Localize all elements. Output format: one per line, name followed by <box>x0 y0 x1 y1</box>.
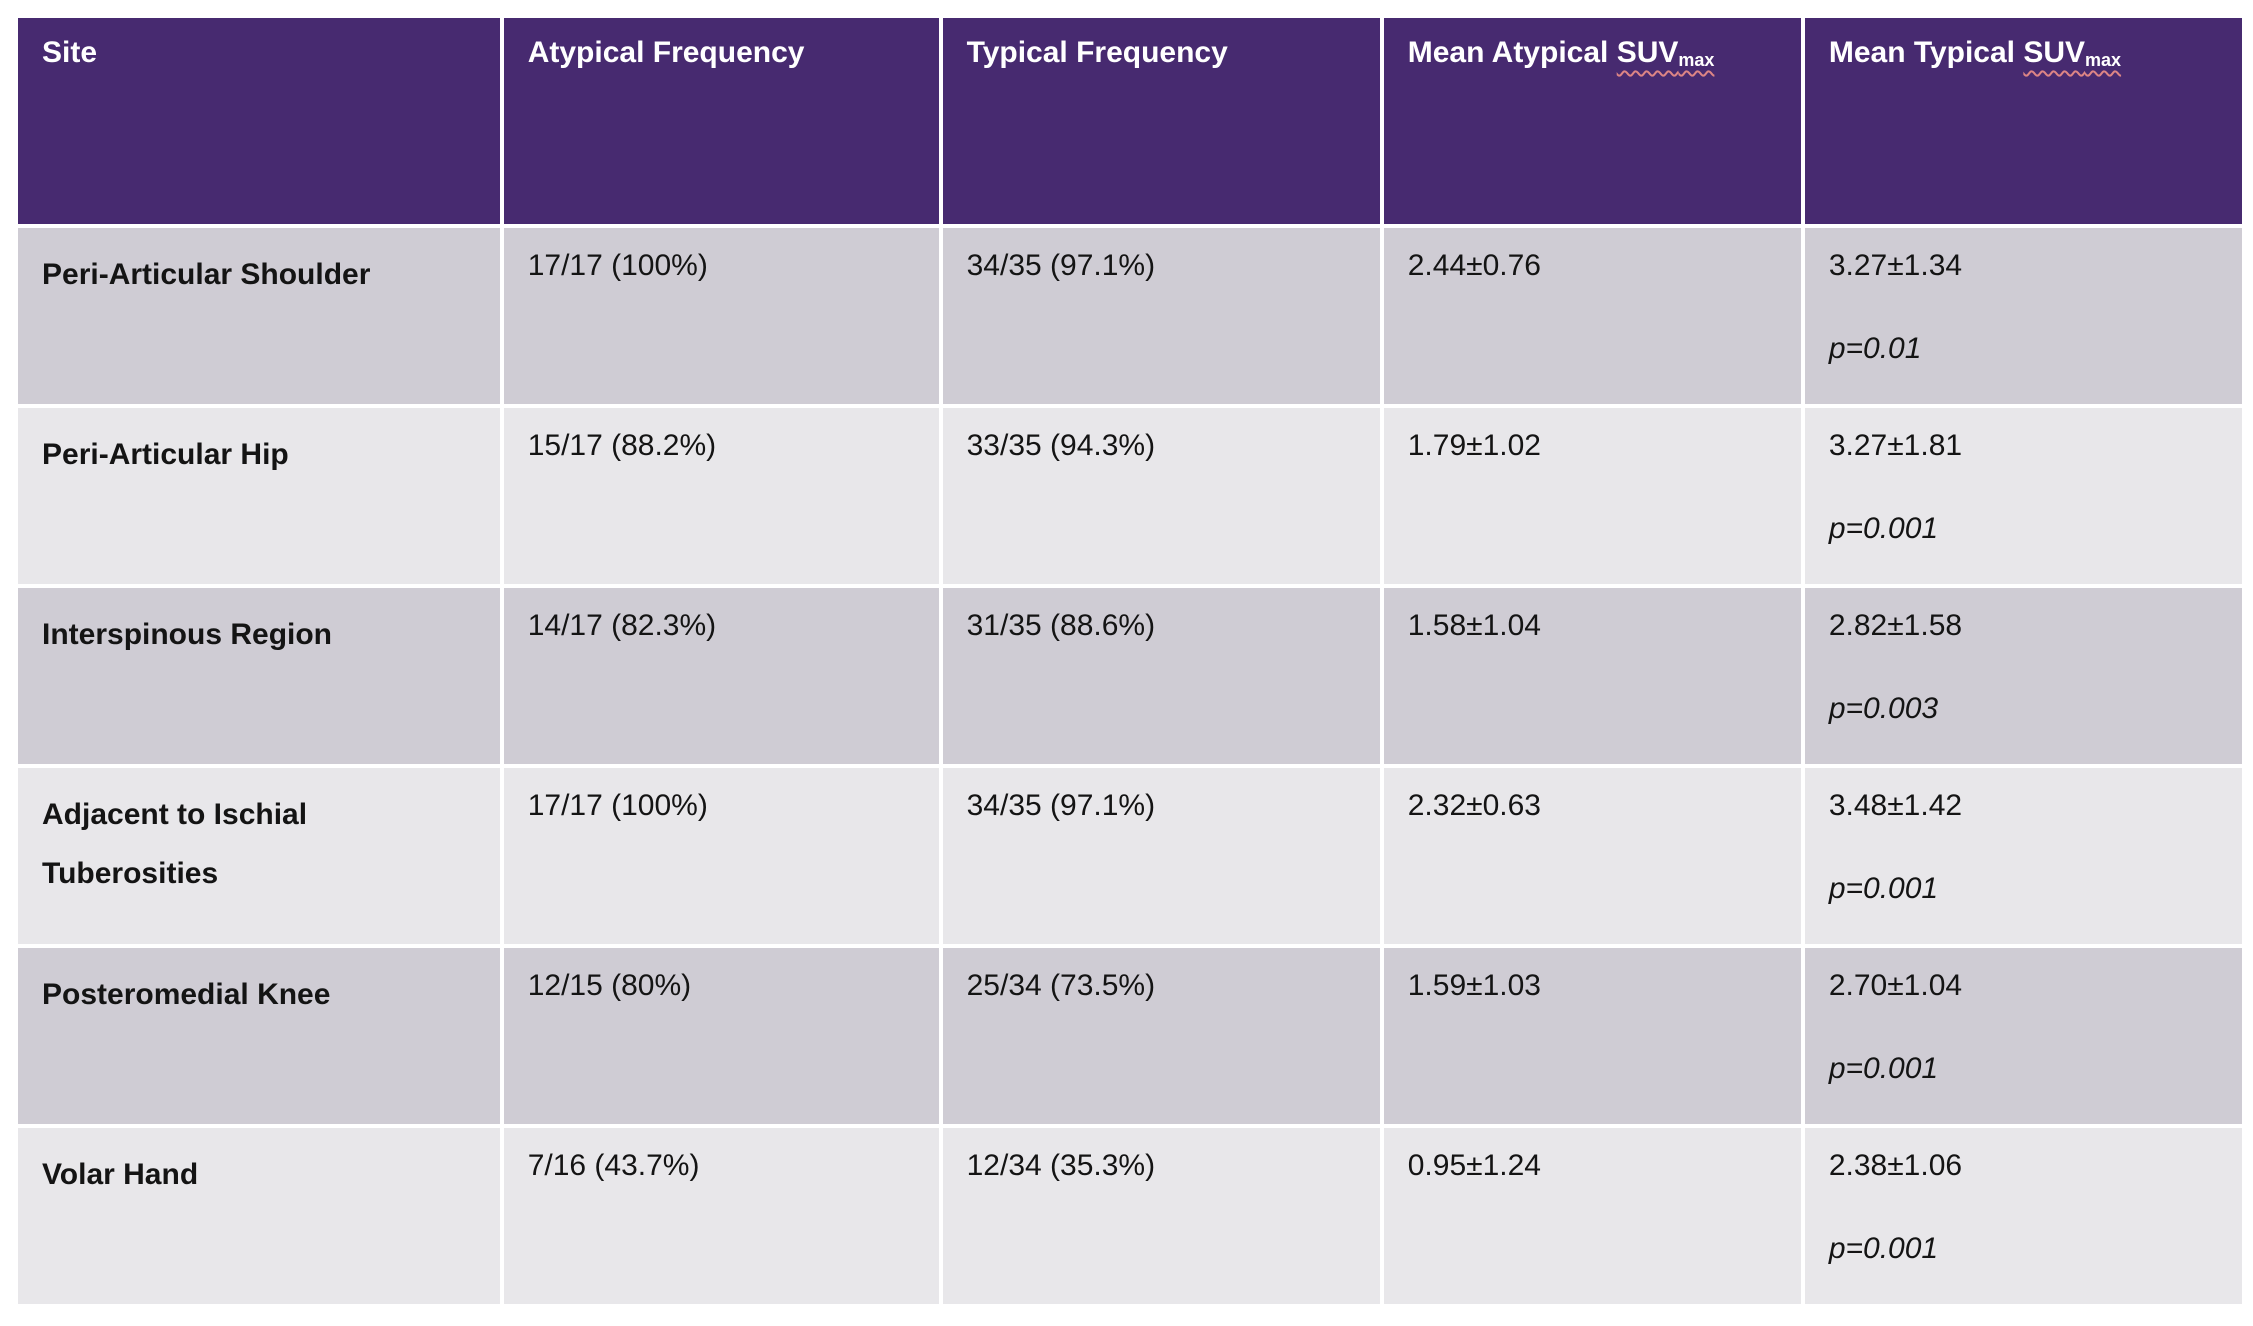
column-header-site: Site <box>14 14 504 228</box>
p-value: p=0.001 <box>1828 1231 1939 1265</box>
column-header-atypical-frequency: Atypical Frequency <box>499 14 943 228</box>
column-header-mean-atypical-suvmax: Mean Atypical SUVmax <box>1379 14 1805 228</box>
mean-atypical-suv-cell: 1.79±1.02 <box>1379 404 1805 588</box>
site-cell: Posteromedial Knee <box>14 944 504 1128</box>
typical-frequency-cell: 34/35 (97.1%) <box>938 224 1384 408</box>
p-value: p=0.001 <box>1828 871 1939 905</box>
column-header-typical-frequency: Typical Frequency <box>938 14 1384 228</box>
p-value: p=0.01 <box>1828 331 1922 365</box>
typical-frequency-cell: 34/35 (97.1%) <box>938 764 1384 948</box>
mean-typical-suv-cell: 2.38±1.06 p=0.001 <box>1800 1124 2247 1308</box>
atypical-frequency-cell: 15/17 (88.2%) <box>499 404 943 588</box>
p-value: p=0.001 <box>1828 511 1939 545</box>
mean-typical-suv-cell: 3.27±1.81 p=0.001 <box>1800 404 2247 588</box>
site-cell: Volar Hand <box>14 1124 504 1308</box>
table-row: Peri-Articular Hip 15/17 (88.2%) 33/35 (… <box>14 404 2247 588</box>
suv-value: 3.27±1.81 <box>1828 429 1963 462</box>
mean-atypical-suv-cell: 1.59±1.03 <box>1379 944 1805 1128</box>
table-header: Site Atypical Frequency Typical Frequenc… <box>14 14 2247 228</box>
site-cell: Interspinous Region <box>14 584 504 768</box>
suvmax-label: SUVmax <box>1616 36 1715 70</box>
header-prefix: Mean Atypical <box>1407 36 1617 69</box>
p-value: p=0.001 <box>1828 1051 1939 1085</box>
mean-atypical-suv-cell: 2.44±0.76 <box>1379 224 1805 408</box>
mean-typical-suv-cell: 3.27±1.34 p=0.01 <box>1800 224 2247 408</box>
suv-value: 2.82±1.58 <box>1828 609 1963 642</box>
suvmax-subscript: max <box>2085 49 2122 70</box>
site-cell: Adjacent to Ischial Tuberosities <box>14 764 504 948</box>
suv-value: 3.48±1.42 <box>1828 789 1963 822</box>
mean-typical-suv-cell: 3.48±1.42 p=0.001 <box>1800 764 2247 948</box>
column-header-mean-typical-suvmax: Mean Typical SUVmax <box>1800 14 2247 228</box>
mean-atypical-suv-cell: 2.32±0.63 <box>1379 764 1805 948</box>
atypical-frequency-cell: 12/15 (80%) <box>499 944 943 1128</box>
p-value: p=0.003 <box>1828 691 1939 725</box>
typical-frequency-cell: 12/34 (35.3%) <box>938 1124 1384 1308</box>
atypical-frequency-cell: 7/16 (43.7%) <box>499 1124 943 1308</box>
header-row: Site Atypical Frequency Typical Frequenc… <box>14 14 2247 228</box>
atypical-frequency-cell: 17/17 (100%) <box>499 764 943 948</box>
results-table: Site Atypical Frequency Typical Frequenc… <box>14 14 2247 1308</box>
table-row: Peri-Articular Shoulder 17/17 (100%) 34/… <box>14 224 2247 408</box>
site-cell: Peri-Articular Shoulder <box>14 224 504 408</box>
mean-atypical-suv-cell: 0.95±1.24 <box>1379 1124 1805 1308</box>
typical-frequency-cell: 31/35 (88.6%) <box>938 584 1384 768</box>
header-prefix: Mean Typical <box>1828 36 2024 69</box>
mean-atypical-suv-cell: 1.58±1.04 <box>1379 584 1805 768</box>
atypical-frequency-cell: 14/17 (82.3%) <box>499 584 943 768</box>
suv-value: 2.38±1.06 <box>1828 1149 1963 1182</box>
table-row: Posteromedial Knee 12/15 (80%) 25/34 (73… <box>14 944 2247 1128</box>
table-row: Volar Hand 7/16 (43.7%) 12/34 (35.3%) 0.… <box>14 1124 2247 1308</box>
suvmax-label: SUVmax <box>2023 36 2122 70</box>
table-body: Peri-Articular Shoulder 17/17 (100%) 34/… <box>14 224 2247 1308</box>
atypical-frequency-cell: 17/17 (100%) <box>499 224 943 408</box>
typical-frequency-cell: 33/35 (94.3%) <box>938 404 1384 588</box>
site-cell: Peri-Articular Hip <box>14 404 504 588</box>
typical-frequency-cell: 25/34 (73.5%) <box>938 944 1384 1128</box>
suvmax-subscript: max <box>1678 49 1715 70</box>
table-row: Interspinous Region 14/17 (82.3%) 31/35 … <box>14 584 2247 768</box>
suv-value: 2.70±1.04 <box>1828 969 1963 1002</box>
table-row: Adjacent to Ischial Tuberosities 17/17 (… <box>14 764 2247 948</box>
mean-typical-suv-cell: 2.82±1.58 p=0.003 <box>1800 584 2247 768</box>
mean-typical-suv-cell: 2.70±1.04 p=0.001 <box>1800 944 2247 1128</box>
suv-value: 3.27±1.34 <box>1828 249 1963 282</box>
